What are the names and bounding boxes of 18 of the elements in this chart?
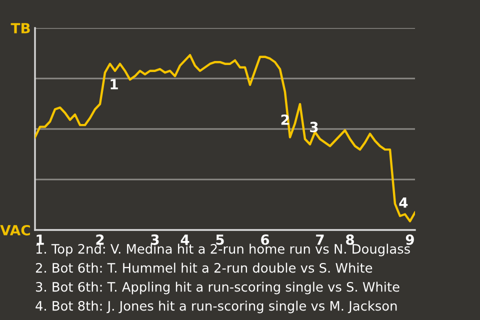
x-tick-label: 3 [151, 234, 159, 245]
x-tick-label: 4 [180, 234, 190, 245]
text: VAC [0, 224, 30, 236]
text: TB [10, 23, 30, 34]
text: 2. Bot 6th: T. Hummel hit a 2-run double vs S. White [36, 262, 372, 273]
text: 1. Top 2nd: V. Medina hit a 2-run home run vs N. Douglass [36, 244, 410, 256]
x-tick-label: 7 [316, 234, 324, 245]
x-tick-label: 1 [36, 234, 44, 245]
x-tick-label: 9 [406, 234, 414, 245]
annotation: 1 [110, 79, 118, 90]
x-tick-label: 6 [261, 234, 270, 245]
annotation: 4 [399, 198, 408, 208]
x-tick-label: 2 [96, 234, 104, 245]
text: 3. Bot 6th: T. Appling hit a run-scoring single vs S. White [36, 282, 400, 294]
annotation: 3 [310, 122, 318, 132]
text: 4. Bot 8th: J. Jones hit a run-scoring single vs M. Jackson [36, 300, 397, 314]
x-tick-label: 5 [216, 234, 224, 245]
x-tick-label: 8 [346, 234, 354, 245]
